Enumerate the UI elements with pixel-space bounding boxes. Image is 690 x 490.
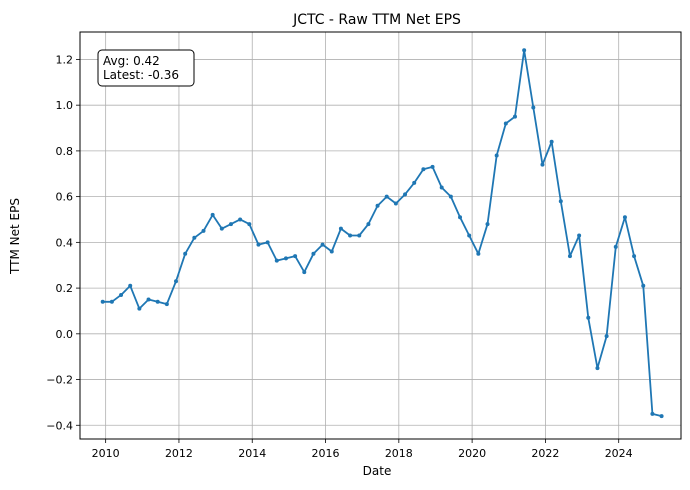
data-point <box>293 254 298 259</box>
data-point <box>100 299 105 304</box>
data-point <box>119 292 124 297</box>
data-point <box>384 194 389 199</box>
data-point <box>604 334 609 339</box>
grid <box>80 32 681 439</box>
data-point <box>586 315 591 320</box>
data-point <box>467 233 472 238</box>
data-point <box>201 228 206 233</box>
data-point <box>247 222 252 227</box>
x-tick-label: 2016 <box>312 447 340 460</box>
data-point <box>329 249 334 254</box>
data-point <box>393 201 398 206</box>
data-point <box>357 233 362 238</box>
data-point <box>192 235 197 240</box>
data-point <box>146 297 151 302</box>
data-point <box>210 212 215 217</box>
data-point <box>219 226 224 231</box>
data-point <box>238 217 243 222</box>
data-point <box>128 283 133 288</box>
x-tick-label: 2012 <box>165 447 193 460</box>
x-tick-label: 2014 <box>238 447 266 460</box>
data-point <box>109 299 114 304</box>
annotation-box <box>97 49 195 87</box>
data-point <box>164 302 169 307</box>
data-point <box>183 251 188 256</box>
data-point <box>283 256 288 261</box>
y-tick-label: −0.4 <box>46 419 73 432</box>
data-point <box>439 185 444 190</box>
data-point <box>476 251 481 256</box>
x-tick-label: 2018 <box>385 447 413 460</box>
x-axis-label: Date <box>363 464 392 478</box>
data-point <box>567 254 572 259</box>
data-point <box>421 167 426 172</box>
data-point <box>348 233 353 238</box>
y-tick-label: 1.0 <box>56 99 74 112</box>
data-point <box>274 258 279 263</box>
data-point <box>558 199 563 204</box>
annotation-latest: Latest: -0.36 <box>103 68 179 82</box>
x-tick-label: 2022 <box>531 447 559 460</box>
data-point <box>265 240 270 245</box>
data-point <box>613 244 618 249</box>
data-point <box>155 299 160 304</box>
x-tick-label: 2010 <box>92 447 120 460</box>
data-point <box>632 254 637 259</box>
data-point <box>641 283 646 288</box>
data-point <box>228 222 233 227</box>
y-tick-label: 1.2 <box>56 53 74 66</box>
data-point <box>531 105 536 110</box>
y-tick-label: 0.6 <box>56 191 74 204</box>
data-point <box>549 139 554 144</box>
data-point <box>494 153 499 158</box>
data-point <box>577 233 582 238</box>
data-point <box>174 279 179 284</box>
x-axis-ticks: 2010 2012 2014 2016 2018 2020 2022 2024 <box>92 439 633 460</box>
plot-frame <box>79 31 682 440</box>
stats-annotation: Avg: 0.42 Latest: -0.36 <box>97 49 195 87</box>
y-tick-label: 0.2 <box>56 282 74 295</box>
data-point <box>403 192 408 197</box>
data-point <box>512 114 517 119</box>
data-point <box>137 306 142 311</box>
data-point <box>659 414 664 419</box>
data-point <box>622 215 627 220</box>
data-point <box>256 242 261 247</box>
x-tick-label: 2020 <box>458 447 486 460</box>
data-point <box>458 215 463 220</box>
data-point <box>430 164 435 169</box>
data-point <box>366 222 371 227</box>
chart-title: JCTC - Raw TTM Net EPS <box>292 12 461 28</box>
data-point <box>485 222 490 227</box>
data-point <box>503 121 508 126</box>
data-point <box>320 242 325 247</box>
data-point <box>311 251 316 256</box>
series-points <box>100 48 664 419</box>
data-point <box>540 162 545 167</box>
y-tick-label: −0.2 <box>46 374 73 387</box>
data-point <box>522 48 527 53</box>
data-point <box>448 194 453 199</box>
y-axis-ticks: −0.4 −0.2 0.0 0.2 0.4 0.6 0.8 1.0 1.2 <box>46 53 80 432</box>
data-point <box>338 226 343 231</box>
x-tick-label: 2024 <box>605 447 633 460</box>
y-tick-label: 0.0 <box>56 328 74 341</box>
y-tick-label: 0.8 <box>56 145 74 158</box>
data-point <box>595 366 600 371</box>
y-tick-label: 0.4 <box>56 236 74 249</box>
annotation-avg: Avg: 0.42 <box>103 54 160 68</box>
data-point <box>302 270 307 275</box>
data-point <box>375 203 380 208</box>
data-point <box>650 411 655 416</box>
y-axis-label: TTM Net EPS <box>8 198 22 275</box>
data-point <box>412 180 417 185</box>
